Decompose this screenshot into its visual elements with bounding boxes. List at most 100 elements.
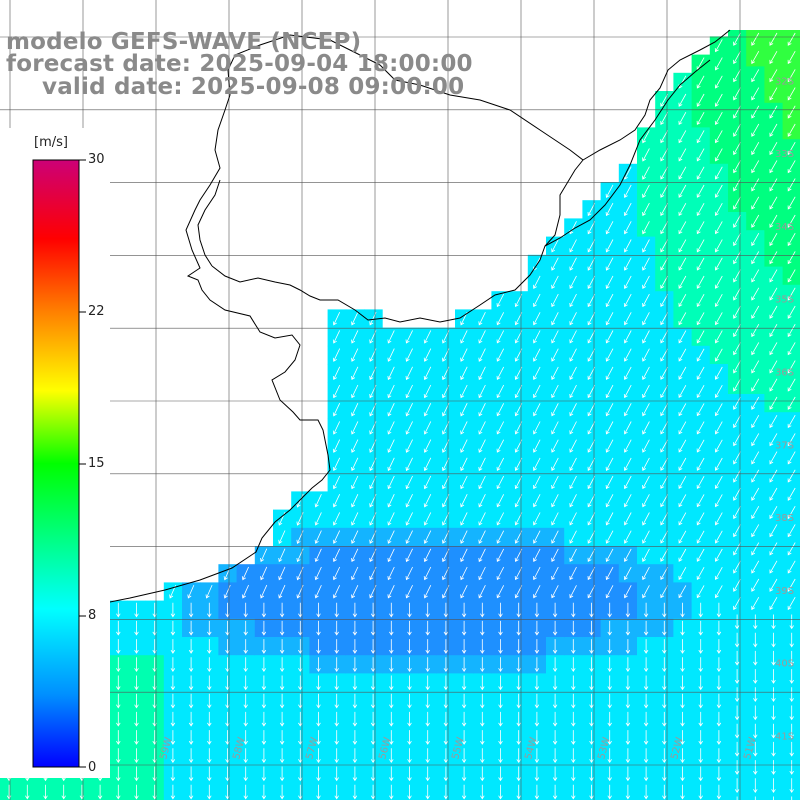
- wind-arrow: [751, 32, 760, 46]
- wind-arrow: [769, 178, 778, 192]
- wind-arrow: [407, 639, 412, 654]
- wind-arrow: [787, 178, 796, 192]
- wind-arrow: [351, 475, 359, 490]
- wind-arrow: [660, 148, 669, 162]
- wind-arrow: [533, 439, 541, 453]
- latitude-label: 38S: [775, 513, 794, 524]
- wind-arrow: [116, 657, 121, 673]
- wind-arrow: [316, 639, 321, 654]
- wind-arrow: [696, 348, 705, 362]
- wind-arrow: [696, 421, 705, 435]
- wind-arrow: [662, 711, 667, 727]
- wind-arrow: [480, 620, 485, 636]
- wind-arrow: [551, 403, 559, 417]
- wind-arrow: [478, 384, 486, 399]
- wind-arrow: [279, 730, 285, 745]
- wind-arrow: [425, 639, 430, 654]
- wind-arrow: [516, 784, 521, 800]
- wind-arrow: [787, 542, 796, 556]
- wind-arrow: [569, 566, 577, 581]
- wind-arrow: [714, 221, 723, 235]
- wind-arrow: [662, 657, 667, 673]
- wind-arrow: [496, 548, 505, 562]
- wind-arrow: [753, 705, 758, 721]
- wind-arrow: [332, 384, 341, 399]
- wind-arrow: [714, 348, 723, 362]
- wind-arrow: [188, 693, 194, 709]
- wind-arrow: [662, 766, 667, 782]
- wind-arrow: [753, 687, 758, 703]
- wind-arrow: [698, 602, 703, 618]
- wind-arrow: [769, 506, 778, 520]
- wind-arrow: [680, 711, 685, 727]
- wind-arrow: [188, 784, 194, 800]
- wind-arrow: [769, 214, 778, 228]
- wind-arrow: [771, 705, 776, 721]
- wind-arrow: [642, 494, 650, 508]
- wind-arrow: [279, 620, 285, 636]
- wind-arrow: [642, 512, 650, 526]
- wind-arrow: [607, 639, 612, 654]
- wind-arrow: [188, 730, 194, 745]
- wind-arrow: [789, 741, 794, 757]
- wind-arrow: [714, 275, 723, 289]
- wind-arrow: [351, 421, 359, 435]
- wind-arrow: [716, 620, 722, 636]
- wind-arrow: [443, 693, 449, 709]
- wind-arrow: [714, 366, 723, 380]
- wind-arrow: [533, 312, 541, 326]
- wind-arrow: [607, 766, 612, 782]
- wind-arrow: [134, 748, 139, 764]
- wind-arrow: [642, 148, 650, 162]
- wind-arrow: [751, 142, 760, 156]
- wind-arrow: [261, 711, 267, 727]
- wind-arrow: [533, 566, 541, 581]
- wind-arrow: [261, 748, 267, 764]
- wind-arrow: [605, 439, 614, 453]
- wind-arrow: [771, 687, 776, 703]
- wind-arrow: [787, 451, 796, 465]
- wind-arrow: [332, 312, 341, 326]
- wind-arrow: [569, 239, 577, 253]
- wind-arrow: [714, 476, 723, 490]
- wind-arrow: [662, 748, 667, 764]
- wind-arrow: [387, 530, 395, 544]
- wind-arrow: [642, 257, 650, 271]
- wind-arrow: [316, 766, 321, 782]
- wind-arrow: [407, 602, 412, 618]
- wind-arrow: [370, 657, 376, 673]
- wind-arrow: [607, 620, 612, 636]
- wind-arrow: [625, 693, 631, 709]
- wind-arrow: [496, 457, 505, 471]
- wind-arrow: [733, 51, 741, 65]
- wind-arrow: [533, 403, 541, 417]
- wind-arrow: [516, 711, 521, 727]
- wind-arrow: [733, 69, 741, 83]
- wind-arrow: [243, 602, 248, 618]
- wind-arrow: [698, 657, 703, 673]
- wind-arrow: [678, 148, 687, 162]
- wind-arrow: [733, 324, 741, 338]
- wind-arrow: [716, 784, 722, 800]
- wind-arrow: [116, 748, 121, 764]
- wind-arrow: [314, 512, 322, 526]
- wind-arrow: [478, 421, 486, 435]
- wind-arrow: [134, 693, 139, 709]
- wind-arrow: [389, 602, 394, 618]
- wind-arrow: [243, 784, 248, 800]
- wind-arrow: [625, 711, 631, 727]
- wind-arrow: [405, 548, 413, 563]
- wind-arrow: [552, 657, 558, 673]
- wind-arrow: [316, 748, 321, 764]
- wind-arrow: [316, 693, 321, 709]
- wind-arrow: [352, 620, 358, 636]
- wind-arrow: [423, 330, 432, 344]
- wind-arrow: [643, 639, 649, 654]
- wind-arrow: [314, 494, 322, 508]
- wind-arrow: [43, 784, 48, 800]
- wind-arrow: [734, 669, 740, 684]
- wind-arrow: [443, 784, 449, 800]
- wind-arrow: [751, 105, 760, 119]
- wind-arrow: [680, 675, 685, 691]
- wind-arrow: [170, 602, 176, 618]
